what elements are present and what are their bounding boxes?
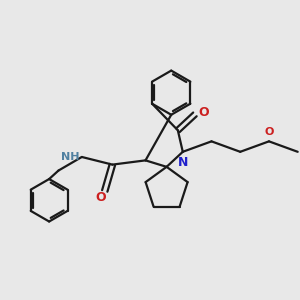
Text: NH: NH <box>61 152 80 162</box>
Text: O: O <box>95 191 106 204</box>
Text: O: O <box>264 127 274 137</box>
Text: O: O <box>198 106 208 119</box>
Text: N: N <box>178 156 188 169</box>
